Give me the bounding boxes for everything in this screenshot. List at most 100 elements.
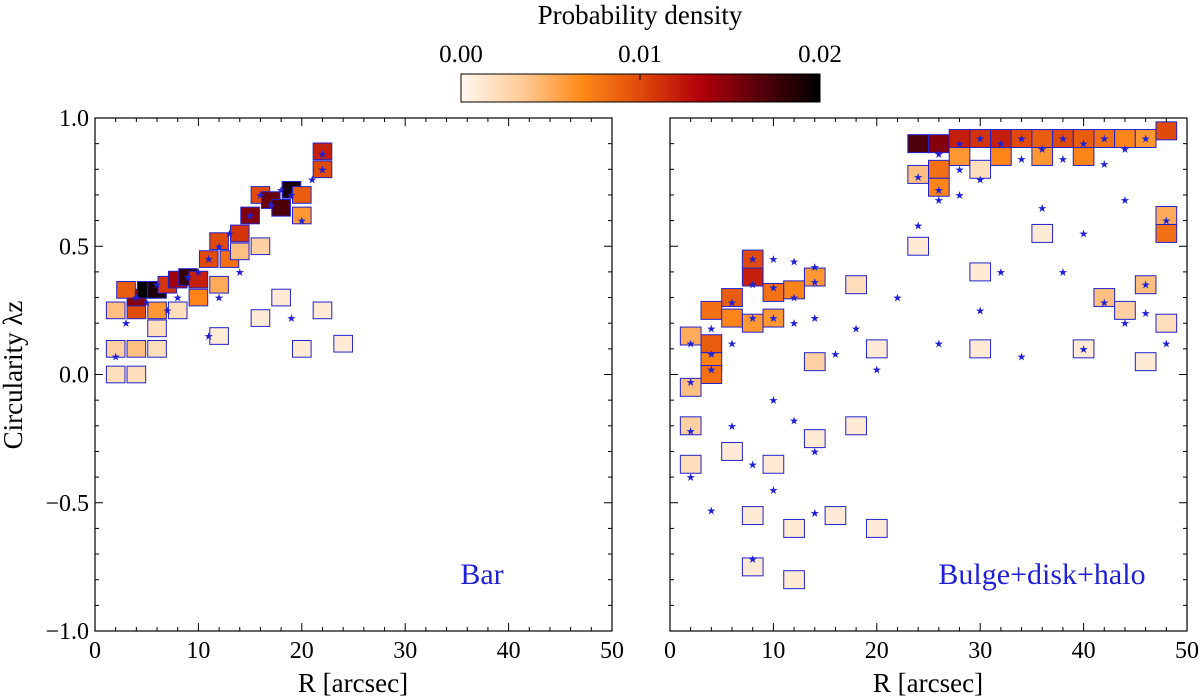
heatmap-cell — [928, 159, 950, 179]
orbit-star-marker: ★ — [142, 298, 152, 310]
panel-right-cells — [679, 121, 1178, 590]
y-tick-label: 0.5 — [59, 234, 89, 260]
orbit-star-marker: ★ — [934, 339, 944, 351]
orbit-star-marker: ★ — [872, 364, 882, 376]
y-tick-label: −1.0 — [45, 619, 89, 645]
x-tick-label: 30 — [968, 638, 992, 664]
heatmap-cell — [1072, 339, 1095, 359]
orbit-star-marker: ★ — [1120, 195, 1130, 207]
orbit-star-marker: ★ — [810, 277, 820, 289]
orbit-star-marker: ★ — [224, 228, 234, 240]
heatmap-cell — [126, 340, 147, 358]
heatmap-cell — [105, 365, 126, 384]
orbit-star-marker: ★ — [1099, 298, 1109, 310]
x-tick-label: 50 — [600, 638, 624, 664]
orbit-star-marker: ★ — [256, 190, 266, 202]
orbit-star-marker: ★ — [975, 175, 985, 187]
heatmap-cell — [1031, 146, 1054, 166]
orbit-star-marker: ★ — [1120, 144, 1130, 156]
orbit-star-marker: ★ — [1079, 228, 1089, 240]
panel-left-axes: 0 10 20 30 40 50 −1.0 −0.5 0.0 0.5 1.0 — [45, 106, 624, 664]
orbit-star-marker: ★ — [1017, 352, 1027, 364]
orbit-star-marker: ★ — [996, 267, 1006, 279]
orbit-star-marker: ★ — [727, 339, 737, 351]
orbit-star-marker: ★ — [748, 313, 758, 325]
heatmap-cell — [762, 308, 785, 328]
panel-left-frame — [94, 117, 613, 632]
heatmap-cell — [969, 339, 992, 359]
heatmap-cell — [990, 146, 1012, 166]
heatmap-cell — [824, 506, 847, 526]
heatmap-cell — [1031, 223, 1054, 243]
y-tick-label: 1.0 — [59, 106, 89, 132]
heatmap-cell — [312, 301, 333, 320]
orbit-star-marker: ★ — [204, 331, 214, 343]
orbit-star-marker: ★ — [121, 318, 131, 330]
heatmap-cell — [783, 518, 805, 538]
orbit-star-marker: ★ — [789, 416, 799, 428]
heatmap-cell — [783, 280, 805, 300]
panel-left-annotation: Bar — [460, 558, 503, 591]
orbit-star-marker: ★ — [955, 190, 965, 202]
orbit-star-marker: ★ — [748, 554, 758, 566]
heatmap-cell — [1134, 352, 1157, 372]
heatmap-cell — [209, 275, 229, 294]
y-tick-label: 0.0 — [59, 363, 89, 389]
orbit-star-marker: ★ — [1058, 154, 1068, 166]
orbit-star-marker: ★ — [810, 446, 820, 458]
x-tick-label: 10 — [761, 638, 785, 664]
heatmap-cell — [333, 334, 353, 353]
orbit-star-marker: ★ — [1058, 134, 1068, 146]
orbit-star-marker: ★ — [686, 339, 696, 351]
heatmap-cell — [209, 232, 229, 250]
heatmap-cell — [1093, 288, 1116, 308]
x-tick-label: 40 — [497, 638, 521, 664]
heatmap-cell — [147, 340, 167, 358]
heatmap-cell — [865, 518, 888, 538]
heatmap-cell — [741, 506, 764, 526]
panel-left-ylabel: Circularity λz — [0, 301, 28, 450]
orbit-star-marker: ★ — [789, 257, 799, 269]
colorbar-tick-label: 0.00 — [439, 41, 483, 68]
orbit-star-marker: ★ — [287, 190, 297, 202]
x-tick-label: 20 — [290, 638, 314, 664]
heatmap-cell — [291, 186, 312, 204]
orbit-star-marker: ★ — [768, 313, 778, 325]
heatmap-cell — [679, 326, 702, 346]
heatmap-cell — [271, 198, 291, 217]
heatmap-cell — [700, 365, 723, 384]
orbit-star-marker: ★ — [276, 185, 286, 197]
heatmap-cell — [116, 281, 136, 299]
orbit-star-marker: ★ — [810, 313, 820, 325]
heatmap-cell — [167, 301, 188, 320]
orbit-star-marker: ★ — [810, 508, 820, 520]
heatmap-cell — [803, 267, 826, 287]
orbit-star-marker: ★ — [934, 195, 944, 207]
orbit-star-marker: ★ — [768, 395, 778, 407]
heatmap-cell — [679, 377, 702, 397]
heatmap-cell — [948, 146, 971, 166]
orbit-star-marker: ★ — [1058, 267, 1068, 279]
orbit-star-marker: ★ — [1161, 339, 1171, 351]
heatmap-cell — [1155, 121, 1178, 141]
orbit-star-marker: ★ — [162, 305, 172, 317]
orbit-star-marker: ★ — [686, 426, 696, 438]
x-tick-label: 20 — [865, 638, 889, 664]
orbit-star-marker: ★ — [706, 349, 716, 361]
orbit-star-marker: ★ — [706, 323, 716, 335]
heatmap-cell — [721, 441, 743, 461]
heatmap-cell — [803, 429, 826, 449]
orbit-star-marker: ★ — [934, 185, 944, 197]
panel-right: ★ ★ ★ ★ ★ ★ ★ ★ ★ ★ ★ ★ ★ ★ ★ ★ ★ ★ ★ ★ ★ ★ ★ ★ ★ ★ ★ ★ ★ ★ ★ ★ ★ ★ ★ ★ ★ ★ ★ ★… — [664, 117, 1199, 698]
orbit-star-marker: ★ — [193, 267, 203, 279]
heatmap-cell — [907, 134, 930, 154]
heatmap-cell — [105, 340, 126, 358]
heatmap-cell — [312, 160, 333, 179]
panel-right-frame — [669, 117, 1188, 632]
orbit-star-marker: ★ — [1161, 216, 1171, 228]
orbit-star-marker: ★ — [789, 293, 799, 305]
orbit-star-marker: ★ — [287, 313, 297, 325]
orbit-star-marker: ★ — [748, 254, 758, 266]
heatmap-cell — [679, 416, 702, 436]
orbit-star-marker: ★ — [152, 280, 162, 292]
